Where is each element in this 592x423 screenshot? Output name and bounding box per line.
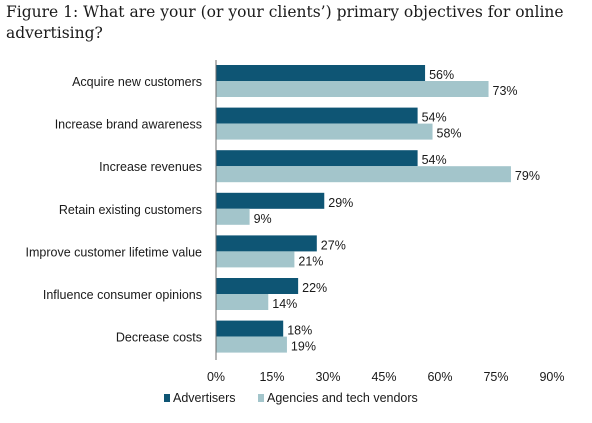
x-tick-label: 30% [315,370,340,384]
data-label: 14% [272,297,297,311]
data-label: 73% [493,84,518,98]
bar-agencies [216,166,511,183]
category-label: Increase brand awareness [55,118,202,132]
legend-agencies-label: Agencies and tech vendors [267,391,418,405]
bar-advertisers [216,192,325,209]
bar-agencies [216,336,287,353]
category-label: Influence consumer opinions [43,288,202,302]
data-label: 54% [422,111,447,125]
data-label: 27% [321,238,346,252]
x-tick-label: 75% [483,370,508,384]
chart-title: Figure 1: What are your (or your clients… [6,3,564,42]
x-tick-label: 15% [259,370,284,384]
bar-agencies [216,294,269,310]
x-tick-label: 60% [427,370,452,384]
bar-advertisers [216,320,284,337]
bar-agencies [216,123,433,140]
category-label: Decrease costs [116,331,202,345]
data-label: 56% [429,68,454,82]
category-label: Retain existing customers [59,203,202,217]
bar-advertisers [216,235,317,252]
bar-agencies [216,251,295,268]
data-label: 19% [291,340,316,354]
x-tick-label: 45% [371,370,396,384]
data-label: 58% [437,127,462,141]
x-tick-label: 0% [207,370,225,384]
data-label: 18% [287,324,312,338]
category-label: Increase revenues [99,160,202,174]
bar-agencies [216,208,250,225]
category-label: Improve customer lifetime value [26,245,203,259]
bar-advertisers [216,65,426,81]
legend-advertisers-swatch [164,394,170,402]
bar-advertisers [216,107,418,124]
data-label: 54% [422,153,447,167]
bar-agencies [216,81,489,97]
data-label: 21% [298,254,323,268]
data-label: 9% [254,212,272,226]
x-tick-label: 90% [539,370,564,384]
legend-advertisers-label: Advertisers [173,391,236,405]
data-label: 22% [302,281,327,295]
data-label: 79% [515,169,540,183]
bar-advertisers [216,150,418,167]
data-label: 29% [328,196,353,210]
category-label: Acquire new customers [72,75,202,89]
legend-agencies-swatch [258,394,264,402]
bar-advertisers [216,278,299,294]
